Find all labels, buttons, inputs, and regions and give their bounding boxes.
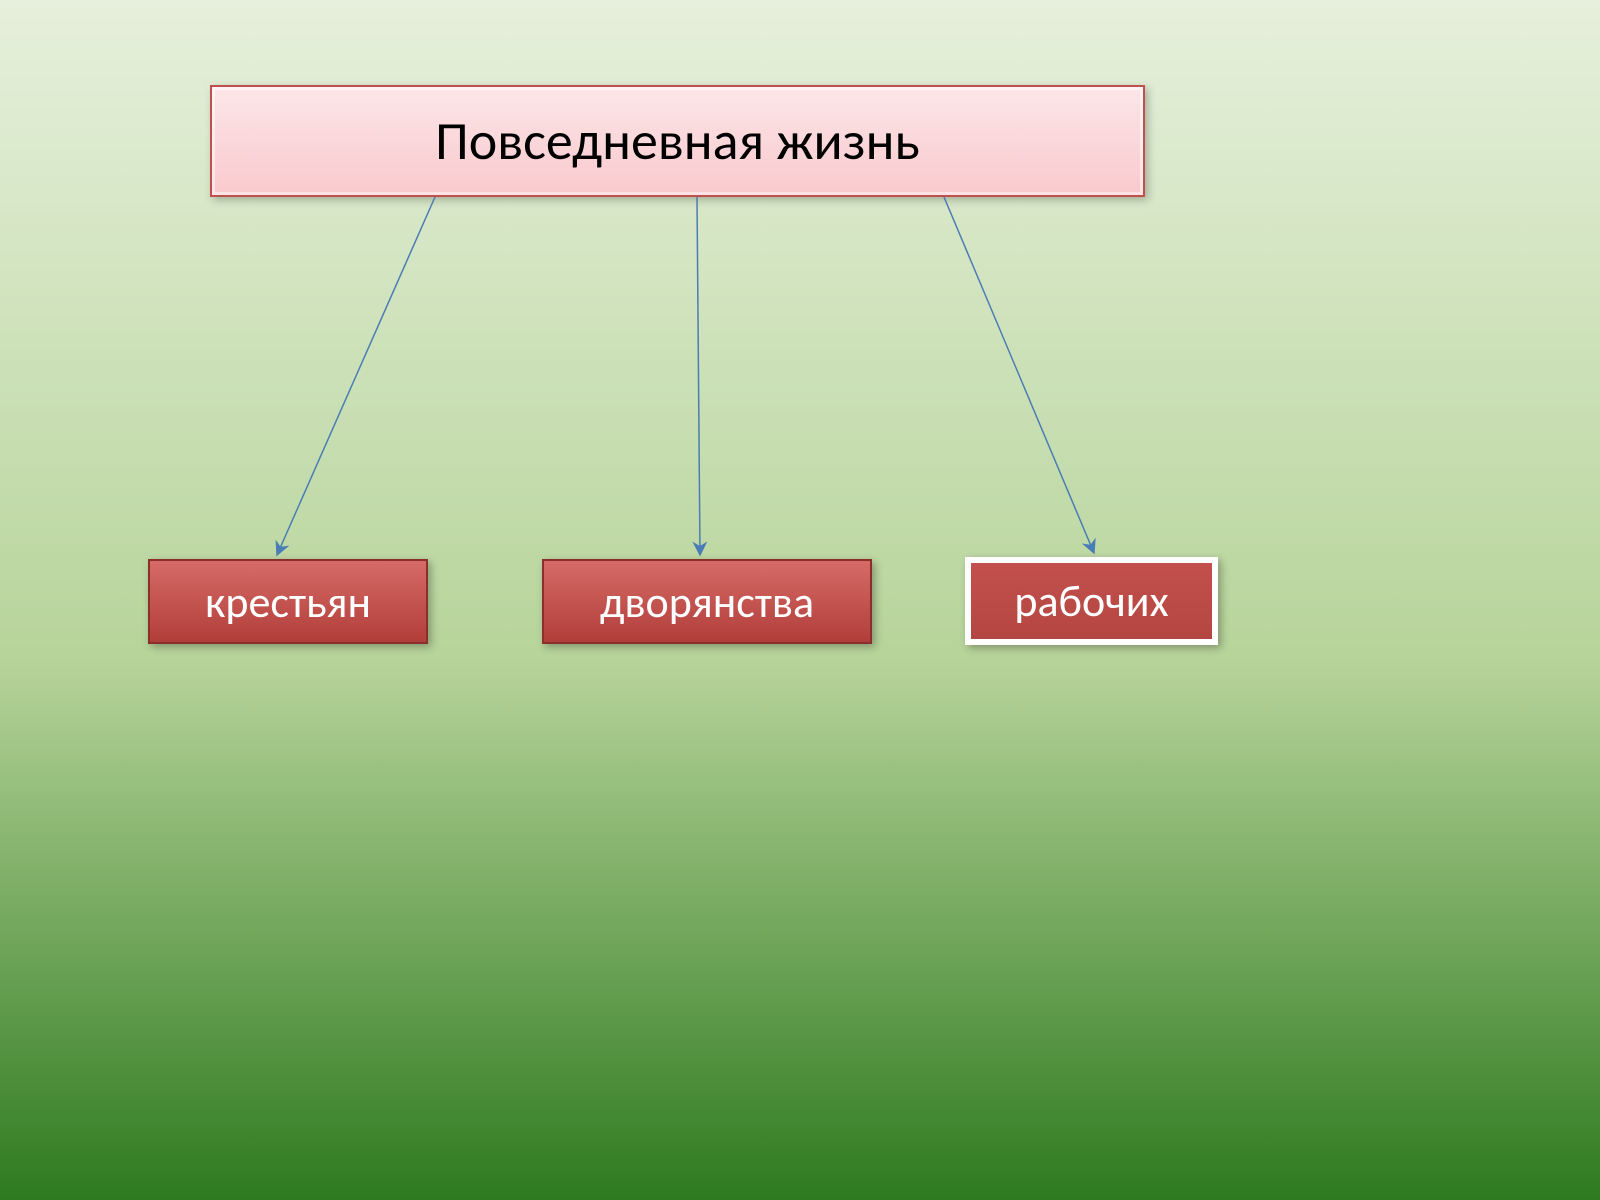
child-box-workers: рабочих (965, 557, 1218, 645)
child-label-peasants: крестьян (205, 575, 371, 629)
title-box: Повседневная жизнь (210, 85, 1145, 197)
child-box-peasants: крестьян (148, 559, 428, 644)
child-label-nobility: дворянства (600, 575, 814, 629)
child-label-workers: рабочих (1014, 574, 1168, 628)
child-box-nobility: дворянства (542, 559, 872, 644)
title-text: Повседневная жизнь (435, 108, 920, 174)
